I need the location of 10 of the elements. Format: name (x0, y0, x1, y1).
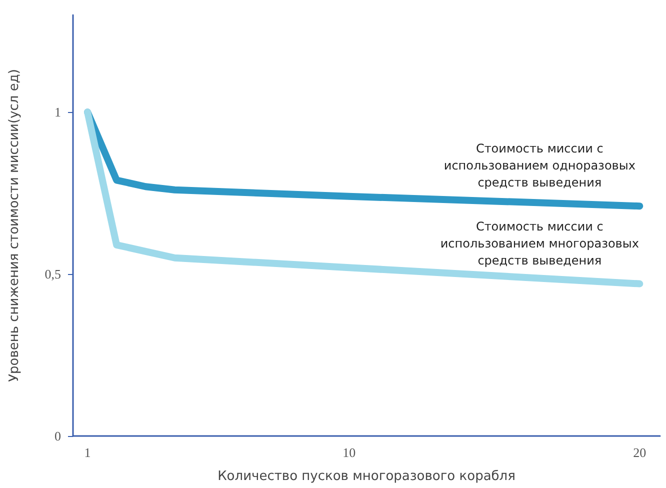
x-axis-title: Количество пусков многоразового корабля (218, 469, 516, 484)
series-label: Стоимость миссии с использованием многоразовых средств выведения (440, 219, 639, 268)
y-tick-label: 0,5 (44, 266, 61, 282)
x-tick-label: 1 (84, 445, 91, 460)
y-tick-label: 0 (54, 428, 61, 444)
series-label: Стоимость миссии с использованием одноразовых средств выведения (444, 142, 636, 190)
x-tick-label: 10 (342, 445, 356, 460)
y-tick-label: 1 (54, 104, 61, 120)
y-axis-title: Уровень снижения стоимости миссии(усл ед) (7, 69, 22, 382)
x-tick-label: 20 (633, 445, 646, 460)
